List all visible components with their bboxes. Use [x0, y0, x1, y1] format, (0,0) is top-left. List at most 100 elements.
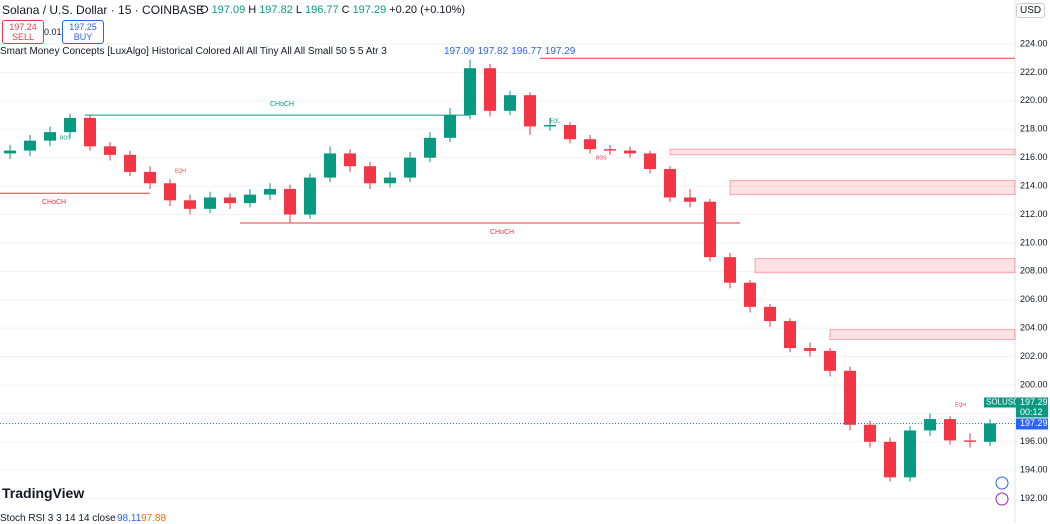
currency[interactable]: USD [1016, 3, 1046, 18]
candle-body [184, 200, 196, 209]
y-tick-label: 196.00 [1020, 436, 1048, 446]
y-tick-label: 220.00 [1020, 95, 1048, 105]
ohlc: O 197.09 H 197.82 L 196.77 C 197.29 +0.20 (+0.10… [200, 4, 468, 16]
y-tick-label: 210.00 [1020, 237, 1048, 247]
candle-body [724, 257, 736, 283]
y-tick-label: 208.00 [1020, 266, 1048, 276]
y-tick-label: 214.00 [1020, 180, 1048, 190]
candle-body [904, 430, 916, 478]
ohlc-item: +0.20 (+0.10%) [389, 4, 466, 16]
candle-body [644, 153, 656, 170]
price-tag-price: 197.29 [1020, 397, 1048, 407]
price-tag-bg [984, 397, 1016, 408]
candle-body [964, 440, 976, 442]
footer-d: 97.88 [141, 513, 167, 524]
candle-body [464, 68, 476, 116]
sell-price: 197.24 [9, 22, 37, 32]
order-block [669, 148, 1016, 156]
annotation: CHoCH [42, 199, 66, 206]
indicator-name[interactable]: Smart Money Concepts [LuxAlgo] Historica… [0, 46, 387, 57]
candle-body [104, 146, 116, 155]
symbol[interactable]: Solana / U.S. Dollar · 15 · COINBASE [2, 3, 205, 17]
sell-button[interactable]: 197.24 SELL [2, 20, 44, 44]
candle-body [764, 306, 776, 322]
candle-body [404, 157, 416, 178]
annotation: EQH [175, 168, 186, 174]
ohlc-item: 196.77 [304, 4, 339, 16]
y-tick-label: 202.00 [1020, 351, 1048, 361]
alert-button [995, 492, 1009, 506]
candle-body [744, 282, 756, 307]
candle-body [884, 441, 896, 478]
candle-body [64, 117, 76, 133]
price-tag-last: 197.29 [1020, 418, 1048, 428]
candle-body [924, 419, 936, 431]
candle-body [604, 149, 616, 151]
candle-body [564, 125, 576, 140]
annotation: BOS [596, 156, 607, 162]
ohlc-item: C [341, 4, 350, 16]
candle-body [504, 95, 516, 111]
footer-name: Stoch RSI 3 3 14 14 close [0, 513, 116, 524]
indicator-values: 197.09 197.82 196.77 197.29 [444, 46, 578, 57]
price-tag-bg [1016, 418, 1048, 430]
candle-body [144, 171, 156, 184]
ohlc-item: 197.09 [211, 4, 246, 16]
candle-body [444, 115, 456, 138]
candle-body [224, 197, 236, 204]
y-tick-label: 206.00 [1020, 294, 1048, 304]
candle-body [844, 370, 856, 425]
annotation: EQL [550, 119, 560, 125]
y-tick-label: 204.00 [1020, 323, 1048, 333]
candle-body [524, 95, 536, 127]
candle-body [164, 183, 176, 201]
ohlc-item: H [248, 4, 257, 16]
candle-body [544, 125, 556, 127]
candle-body [24, 140, 36, 151]
ohlc-item: O [200, 4, 209, 16]
candle-body [784, 321, 796, 349]
order-block [829, 329, 1016, 341]
order-block [754, 258, 1016, 274]
candle-body [864, 424, 876, 442]
candle-body [384, 177, 396, 184]
y-tick-label: 192.00 [1020, 493, 1048, 503]
candle-body [124, 154, 136, 172]
candle-body [804, 348, 816, 351]
candle-body [204, 197, 216, 209]
candle-body [484, 68, 496, 111]
sell-label: SELL [11, 32, 35, 42]
annotation: EQH [955, 403, 966, 409]
candle-body [624, 150, 636, 154]
candle-body [264, 188, 276, 195]
y-tick-label: 222.00 [1020, 67, 1048, 77]
candle-body [684, 197, 696, 202]
add-button [995, 476, 1009, 490]
annotation: CHoCH [490, 229, 514, 236]
indicator-value: 197.82 [477, 46, 509, 57]
candle-body [324, 153, 336, 178]
buy-label: BUY [73, 32, 93, 42]
candle-body [704, 201, 716, 258]
y-tick-label: 200.00 [1020, 379, 1048, 389]
order-block [729, 179, 1016, 196]
annotation: CHoCH [270, 101, 294, 108]
annotation: BOS [60, 136, 71, 142]
candle-body [584, 139, 596, 150]
footer-k: 98.11 [117, 513, 142, 524]
candle-body [944, 419, 956, 441]
ohlc-item: 197.82 [259, 4, 293, 16]
candle-body [424, 137, 436, 158]
price-tag-bg [1016, 397, 1048, 418]
y-tick-label: 224.00 [1020, 38, 1048, 48]
buy-button[interactable]: 197.25 BUY [62, 20, 104, 44]
indicator-value: 197.29 [544, 46, 576, 57]
candle-body [664, 169, 676, 198]
candle-body [4, 150, 16, 154]
ohlc-item: 197.29 [352, 4, 387, 16]
price-tag-countdown: 00:12 [1020, 407, 1043, 417]
indicator-value: 196.77 [511, 46, 542, 57]
logo: TradingView [2, 485, 85, 501]
